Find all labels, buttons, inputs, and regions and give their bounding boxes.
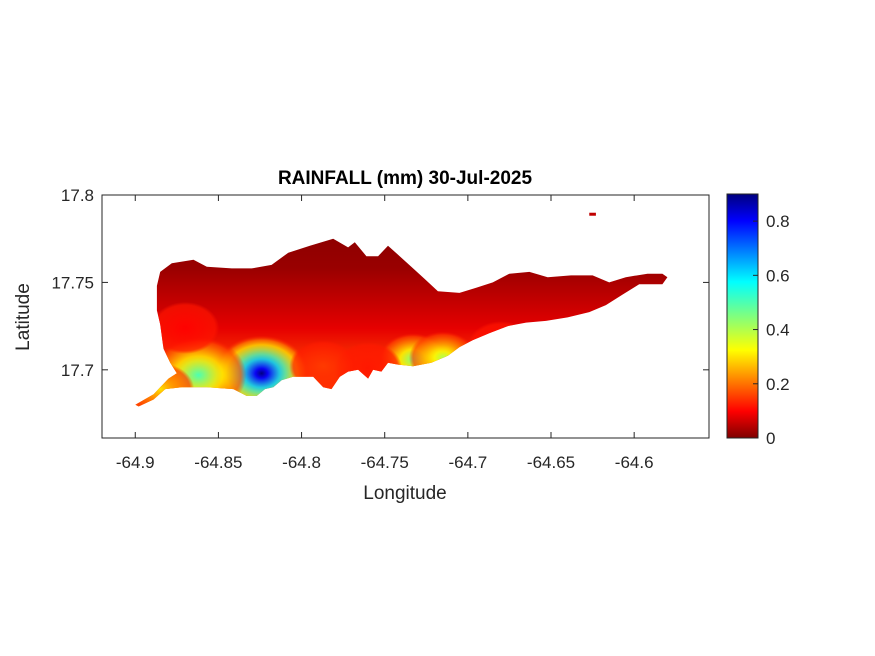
x-tick-label: -64.65 — [527, 453, 575, 472]
x-axis-label: Longitude — [363, 483, 446, 504]
colorbar-tick-label: 0.4 — [766, 321, 790, 340]
y-tick-label: 17.8 — [61, 186, 94, 205]
colorbar-ticks: 0 0.2 0.4 0.6 0.8 — [753, 212, 790, 448]
x-tick-label: -64.7 — [448, 453, 487, 472]
colorbar — [726, 193, 759, 439]
y-tick-label: 17.75 — [51, 273, 94, 292]
x-tick-label: -64.75 — [361, 453, 409, 472]
y-tick-label: 17.7 — [61, 361, 94, 380]
x-tick-label: -64.8 — [282, 453, 321, 472]
chart-title: RAINFALL (mm) 30-Jul-2025 — [278, 168, 533, 189]
x-axis-ticks: -64.9 -64.85 -64.8 -64.75 -64.7 -64.65 -64.6 — [116, 195, 654, 472]
y-axis-ticks: 17.7 17.75 17.8 — [51, 186, 709, 380]
y-axis-label: Latitude — [13, 283, 34, 351]
colorbar-tick-label: 0.6 — [766, 266, 790, 285]
x-tick-label: -64.9 — [116, 453, 155, 472]
colorbar-tick-label: 0 — [766, 429, 775, 448]
x-tick-label: -64.85 — [194, 453, 242, 472]
x-tick-label: -64.6 — [615, 453, 654, 472]
colorbar-tick-label: 0.8 — [766, 212, 790, 231]
colorbar-tick-label: 0.2 — [766, 375, 790, 394]
rainfall-hotspot — [151, 301, 220, 354]
